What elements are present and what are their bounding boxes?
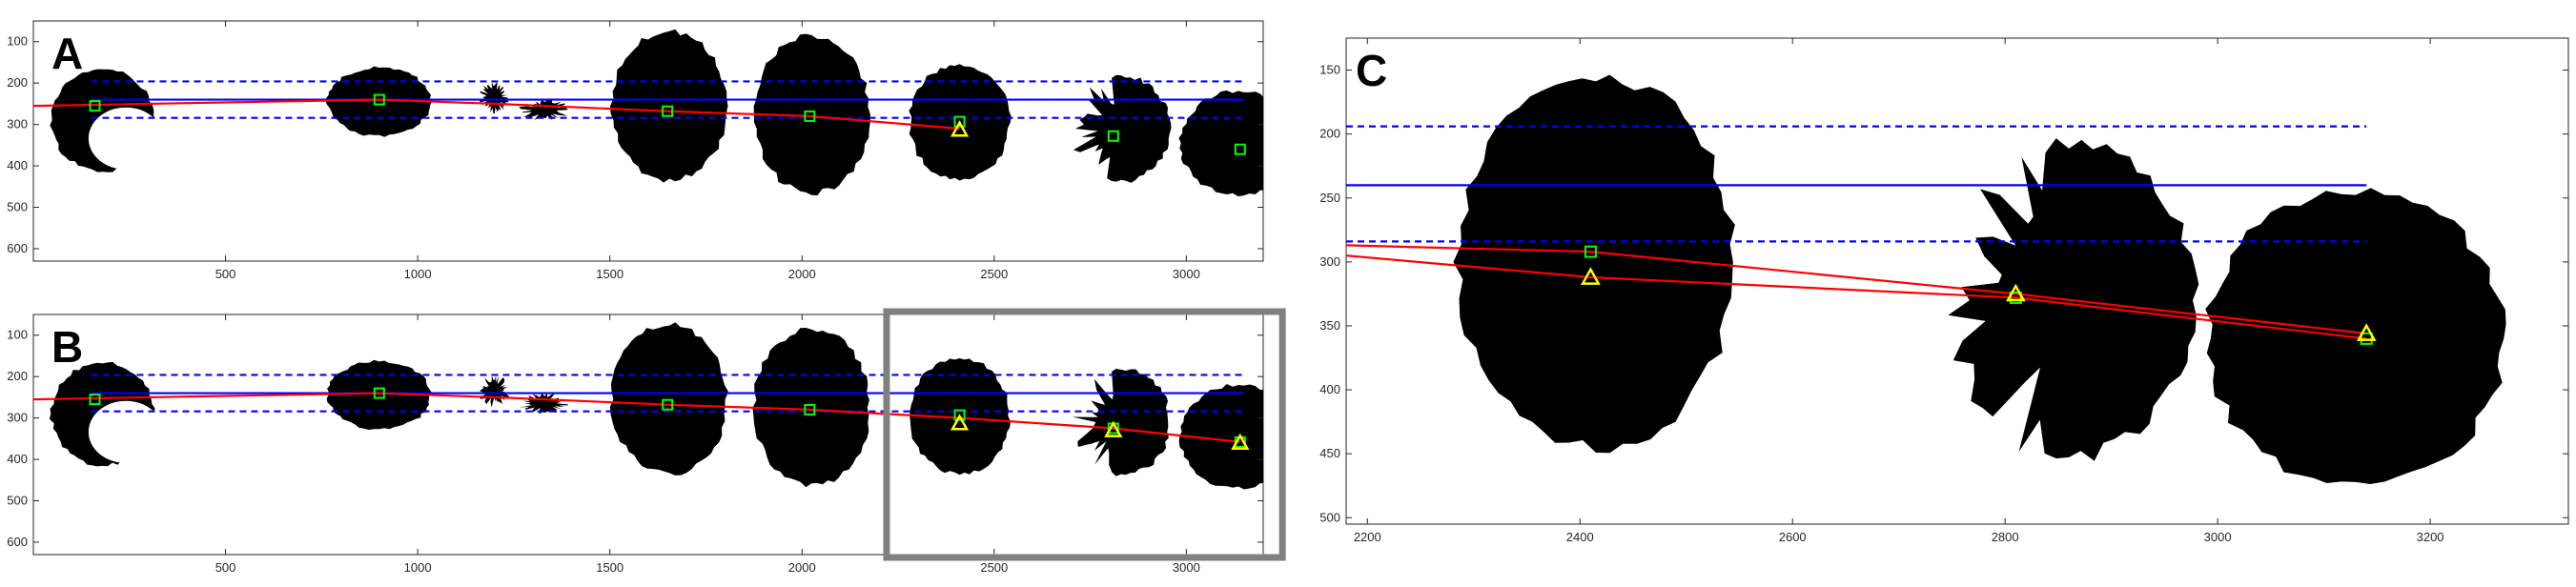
- panel-b-x-tick-label: 1000: [404, 560, 432, 575]
- panel-a-y-tick-label: 200: [7, 75, 28, 90]
- panel-a-x-tick-label: 2500: [980, 267, 1008, 281]
- panel-b-y-tick-label: 100: [7, 328, 28, 342]
- panel-a-square-marker: [953, 115, 966, 128]
- panel-b-y-tick-label: 600: [7, 535, 28, 549]
- panel-b-x-tick-label: 500: [215, 560, 236, 575]
- panel-a-x-tick-label: 2000: [788, 267, 816, 281]
- panel-b-zoom-region-box: [883, 308, 1286, 561]
- panel-b-y-tick-label: 300: [7, 411, 28, 425]
- panel-b-blob: [1072, 369, 1169, 476]
- panel-a-blob: [480, 82, 509, 114]
- panel-a-x-tick-label: 1000: [404, 267, 432, 281]
- panel-b-blob-hollow: [88, 400, 164, 463]
- panel-c-blob: [1453, 74, 1735, 454]
- panel-b-square-marker: [953, 409, 966, 421]
- panel-b-triangle-marker: [1231, 433, 1250, 450]
- panel-a-lines: [33, 80, 1244, 131]
- panel-b-axes: 500 1000 1500 2000 2500 3000 100 200 300 400 500 60…: [7, 314, 1263, 575]
- panel-c-trajectory: [1346, 244, 2367, 335]
- panel-a-axes: 500 1000 1500 2000 2500 3000 100 200 300 400 500 60…: [7, 21, 1263, 281]
- panel-c-axes: 2200 2400 2600 2800 3000 3200 150 200 250 300 350 4…: [1319, 38, 2568, 544]
- panel-b-square-marker: [89, 394, 101, 406]
- panel-a-x-tick-label: 500: [215, 267, 236, 281]
- panel-b-blob: [1178, 384, 1263, 490]
- panel-b-triangle-marker: [950, 414, 970, 431]
- panel-b-lines: [33, 374, 1244, 443]
- panel-c-triangle-marker: [2356, 323, 2377, 341]
- panel-b-y-tick-label: 500: [7, 494, 28, 508]
- panel-b-label: B: [51, 322, 83, 372]
- panel-a-square-marker: [89, 100, 101, 112]
- panel-a-label: A: [51, 29, 83, 78]
- panel-c-x-tick-label: 2200: [1354, 530, 1381, 544]
- panel-b-blob: [609, 322, 728, 476]
- panel-c-blob: [2205, 188, 2506, 484]
- panel-b-x-tick-label: 1500: [596, 560, 624, 575]
- panel-c-y-tick-label: 200: [1319, 127, 1340, 141]
- panel-a-square-marker: [662, 105, 674, 117]
- panel-c-y-tick-label: 250: [1319, 191, 1340, 205]
- panel-a-y-tick-label: 600: [7, 241, 28, 255]
- panel-a-x-tick-label: 1500: [596, 267, 624, 281]
- panel-b-square-marker: [804, 403, 816, 415]
- panel-c-y-tick-label: 500: [1319, 510, 1340, 524]
- panel-a-square-marker: [373, 93, 385, 106]
- panel-a-square-marker: [1107, 130, 1119, 142]
- panel-a-blob: [325, 66, 432, 137]
- panel-c-y-tick-label: 150: [1319, 63, 1340, 77]
- panel-a-blob: [1073, 74, 1172, 183]
- panel-b-square-marker: [373, 387, 385, 399]
- panel-c-label: C: [1356, 46, 1387, 95]
- panel-c-y-tick-label: 450: [1319, 446, 1340, 460]
- panel-a-square-marker: [1234, 143, 1246, 155]
- panel-b-x-tick-label: 2000: [788, 560, 816, 575]
- panel-b-markers: [89, 387, 1250, 450]
- panel-b-highlight: [883, 308, 1286, 561]
- panel-a-triangle-marker: [950, 120, 970, 137]
- panel-c-y-tick-label: 350: [1319, 318, 1340, 333]
- panel-c-triangle-marker: [2005, 283, 2026, 302]
- panel-b-triangle-marker: [1104, 420, 1123, 437]
- panel-a-x-tick-label: 3000: [1173, 267, 1200, 281]
- panel-a: 500 1000 1500 2000 2500 3000 100 200 300 400 500 60…: [7, 20, 1264, 281]
- panel-c-y-tick-label: 300: [1319, 254, 1340, 269]
- panel-b-blob: [480, 375, 510, 408]
- panel-a-y-tick-label: 400: [7, 158, 28, 172]
- panel-c-x-tick-label: 2600: [1779, 530, 1807, 544]
- panel-c-x-tick-label: 3000: [2204, 530, 2232, 544]
- panel-a-markers: [89, 93, 1246, 155]
- panel-a-trajectory: [33, 98, 960, 131]
- panel-b-blob: [752, 328, 869, 488]
- panel-c-triangle-marker: [1581, 267, 1601, 285]
- panel-a-square-marker: [804, 110, 816, 122]
- panel-b-y-tick-label: 400: [7, 452, 28, 466]
- panel-c: 2200 2400 2600 2800 3000 3200 150 200 250 300 350 4…: [1319, 37, 2569, 544]
- panel-c-markers: [1581, 245, 2377, 345]
- panel-b-square-marker: [662, 398, 674, 411]
- panel-a-y-tick-label: 100: [7, 34, 28, 49]
- panel-a-y-tick-label: 300: [7, 117, 28, 132]
- panel-c-x-tick-label: 2400: [1566, 530, 1594, 544]
- panel-a-blob: [1178, 90, 1263, 197]
- panel-b-blobs: [49, 322, 1263, 490]
- panel-a-blob: [753, 33, 870, 195]
- panel-b-x-tick-label: 2500: [980, 560, 1008, 575]
- panel-a-blob-hollow: [88, 107, 164, 170]
- panel-c-square-marker: [1584, 245, 1597, 258]
- panel-c-x-tick-label: 3200: [2417, 530, 2444, 544]
- panel-b: 500 1000 1500 2000 2500 3000 100 200 300 400 500 60…: [7, 308, 1286, 575]
- panel-b-trajectory: [33, 392, 1240, 443]
- panel-a-y-tick-label: 500: [7, 200, 28, 214]
- panel-a-blobs: [50, 29, 1263, 197]
- panel-c-y-tick-label: 400: [1319, 382, 1340, 396]
- panel-b-y-tick-label: 200: [7, 369, 28, 383]
- panel-c-trajectory-2: [1346, 254, 2367, 340]
- panel-c-lines: [1346, 125, 2367, 340]
- panel-c-x-tick-label: 2800: [1992, 530, 2019, 544]
- panel-a-blob: [519, 99, 568, 120]
- panel-b-x-tick-label: 3000: [1173, 560, 1200, 575]
